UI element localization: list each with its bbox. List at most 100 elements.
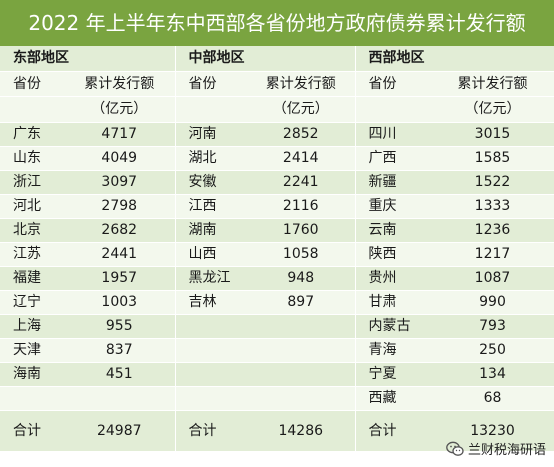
- province-cell: 云南: [355, 218, 431, 243]
- amount-cell: 451: [64, 362, 176, 387]
- province-cell: 新疆: [355, 170, 431, 195]
- west-amount-header: 累计发行额: [431, 71, 554, 97]
- amount-cell: 1087: [431, 266, 554, 291]
- province-cell: 四川: [355, 122, 431, 147]
- table-row: 辽宁 1003 吉林 897 甘肃 990: [0, 290, 554, 315]
- table-row: 浙江 3097 安徽 2241 新疆 1522: [0, 170, 554, 195]
- province-cell: 安徽: [175, 170, 247, 195]
- region-west: 西部地区: [355, 46, 554, 72]
- amount-cell: 2241: [247, 170, 356, 195]
- total-row: 合计 24987 合计 14286 合计 13230: [0, 410, 554, 452]
- amount-cell: 2798: [64, 194, 176, 219]
- watermark: 兰财税海研语: [446, 439, 546, 458]
- central-amount-header: 累计发行额: [247, 71, 356, 97]
- province-cell: 甘肃: [355, 290, 431, 315]
- region-central: 中部地区: [175, 46, 356, 72]
- issuance-table: 东部地区 中部地区 西部地区 省份 累计发行额 省份 累计发行额 省份 累计发行…: [0, 46, 554, 452]
- amount-cell: 4717: [64, 122, 176, 147]
- amount-cell: [247, 338, 356, 363]
- column-unit-row: （亿元） （亿元） （亿元）: [0, 96, 554, 123]
- amount-cell: 3015: [431, 122, 554, 147]
- table-row: 广东 4717 河南 2852 四川 3015: [0, 122, 554, 147]
- province-cell: 重庆: [355, 194, 431, 219]
- total-label: 合计: [355, 410, 431, 452]
- province-cell: [175, 314, 247, 339]
- central-total: 14286: [247, 410, 356, 452]
- amount-cell: 2116: [247, 194, 356, 219]
- province-cell: 山东: [0, 146, 64, 171]
- region-east: 东部地区: [0, 46, 176, 72]
- amount-cell: 1058: [247, 242, 356, 267]
- column-header-row: 省份 累计发行额 省份 累计发行额 省份 累计发行额: [0, 71, 554, 97]
- amount-cell: 134: [431, 362, 554, 387]
- province-cell: [175, 386, 247, 411]
- province-cell: 辽宁: [0, 290, 64, 315]
- amount-cell: 1333: [431, 194, 554, 219]
- province-cell: 山西: [175, 242, 247, 267]
- amount-cell: 2852: [247, 122, 356, 147]
- region-header-row: 东部地区 中部地区 西部地区: [0, 46, 554, 72]
- table-row: 海南 451 宁夏 134: [0, 362, 554, 387]
- watermark-text: 兰财税海研语: [467, 443, 546, 458]
- province-cell: 青海: [355, 338, 431, 363]
- table-row: 上海 955 内蒙古 793: [0, 314, 554, 339]
- amount-cell: 897: [247, 290, 356, 315]
- amount-cell: 955: [64, 314, 176, 339]
- amount-cell: 2682: [64, 218, 176, 243]
- province-cell: 吉林: [175, 290, 247, 315]
- table-row: 西藏 68: [0, 386, 554, 411]
- amount-cell: 793: [431, 314, 554, 339]
- wechat-icon: [446, 441, 464, 457]
- east-total: 24987: [64, 410, 176, 452]
- province-cell: 河南: [175, 122, 247, 147]
- province-cell: 黑龙江: [175, 266, 247, 291]
- province-cell: 湖北: [175, 146, 247, 171]
- amount-cell: 990: [431, 290, 554, 315]
- province-cell: 北京: [0, 218, 64, 243]
- east-amount-header: 累计发行额: [64, 71, 176, 97]
- central-province-header: 省份: [175, 71, 247, 97]
- province-cell: 广东: [0, 122, 64, 147]
- province-cell: 天津: [0, 338, 64, 363]
- amount-cell: 948: [247, 266, 356, 291]
- table-row: 天津 837 青海 250: [0, 338, 554, 363]
- amount-cell: [64, 386, 176, 411]
- east-amount-unit: （亿元）: [64, 96, 176, 123]
- table-row: 河北 2798 江西 2116 重庆 1333: [0, 194, 554, 219]
- amount-cell: 1003: [64, 290, 176, 315]
- east-province-header: 省份: [0, 71, 64, 97]
- amount-cell: 1522: [431, 170, 554, 195]
- table-title: 2022 年上半年东中西部各省份地方政府债券累计发行额: [0, 0, 554, 46]
- province-cell: 上海: [0, 314, 64, 339]
- province-cell: [175, 338, 247, 363]
- amount-cell: 1957: [64, 266, 176, 291]
- total-label: 合计: [0, 410, 64, 452]
- amount-cell: [247, 362, 356, 387]
- table-row: 福建 1957 黑龙江 948 贵州 1087: [0, 266, 554, 291]
- amount-cell: 1760: [247, 218, 356, 243]
- province-cell: 湖南: [175, 218, 247, 243]
- province-cell: 广西: [355, 146, 431, 171]
- amount-cell: [247, 386, 356, 411]
- amount-cell: 4049: [64, 146, 176, 171]
- amount-cell: 1217: [431, 242, 554, 267]
- amount-cell: 3097: [64, 170, 176, 195]
- province-cell: 陕西: [355, 242, 431, 267]
- province-cell: 福建: [0, 266, 64, 291]
- central-amount-unit: （亿元）: [247, 96, 356, 123]
- table-row: 江苏 2441 山西 1058 陕西 1217: [0, 242, 554, 267]
- amount-cell: 837: [64, 338, 176, 363]
- province-cell: [175, 362, 247, 387]
- amount-cell: 68: [431, 386, 554, 411]
- table-row: 北京 2682 湖南 1760 云南 1236: [0, 218, 554, 243]
- province-cell: 浙江: [0, 170, 64, 195]
- province-cell: 江西: [175, 194, 247, 219]
- west-province-header: 省份: [355, 71, 431, 97]
- province-cell: [0, 386, 64, 411]
- amount-cell: 250: [431, 338, 554, 363]
- province-cell: 内蒙古: [355, 314, 431, 339]
- amount-cell: 2414: [247, 146, 356, 171]
- amount-cell: 2441: [64, 242, 176, 267]
- amount-cell: [247, 314, 356, 339]
